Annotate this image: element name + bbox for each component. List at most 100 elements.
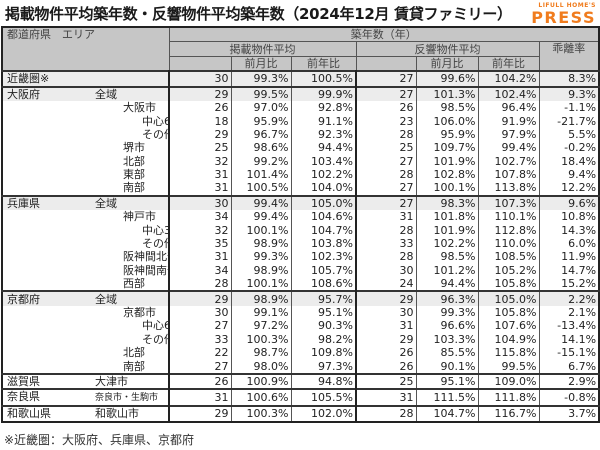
response-mom-cell: 101.2% (415, 263, 479, 278)
response-mom-cell: 95.1% (415, 372, 479, 390)
listing-mom-cell: 99.3% (230, 250, 292, 264)
area-label: その他区 (142, 127, 167, 141)
listing-age-cell: 31 (168, 167, 232, 182)
header-age-years: 築年数（年） (168, 26, 600, 43)
response-yoy-cell: 105.0% (477, 290, 540, 306)
header-response-avg: 反響物件平均 (355, 41, 540, 57)
listing-yoy-cell: 103.4% (290, 154, 357, 168)
listing-mom-cell: 100.1% (230, 277, 292, 292)
lifull-homes-press-logo: LIFULL HOME'S PRESS (531, 2, 596, 27)
response-mom-cell: 98.3% (415, 194, 479, 211)
header-response-mom: 前月比 (415, 55, 479, 72)
listing-mom-cell: 95.9% (230, 114, 292, 128)
listing-yoy-cell: 99.9% (290, 85, 357, 101)
response-age-cell: 28 (355, 250, 417, 264)
divergence-cell: 10.8% (538, 210, 600, 224)
response-mom-cell: 98.5% (415, 250, 479, 264)
listing-age-cell: 26 (168, 372, 232, 390)
listing-yoy-cell: 102.0% (290, 405, 357, 423)
response-age-cell: 26 (355, 100, 417, 115)
area-label: 東部 (123, 168, 145, 182)
response-yoy-cell: 91.9% (477, 114, 540, 128)
region-area-cell: 阪神間北部 (1, 250, 170, 264)
response-age-cell: 26 (355, 345, 417, 360)
listing-mom-cell: 98.7% (230, 345, 292, 360)
divergence-cell: -15.1% (538, 345, 600, 360)
response-mom-cell: 104.7% (415, 405, 479, 423)
listing-yoy-cell: 94.4% (290, 141, 357, 155)
region-area-cell: 京都府 全域 (1, 290, 170, 306)
header-divergence: 乖離率 (538, 41, 600, 72)
area-label: 北部 (123, 154, 145, 168)
region-area-cell: 兵庫県 全域 (1, 194, 170, 211)
region-area-cell: 奈良県 奈良市・生駒市 (1, 388, 170, 407)
pref-label: 滋賀県 (7, 374, 40, 388)
listing-yoy-cell: 105.0% (290, 194, 357, 211)
region-area-cell: 神戸市 (1, 210, 170, 224)
table-row: 東部 31 101.4% 102.2% 28 102.8% 107.8% 9.4% (1, 167, 600, 182)
table-row: 南部 31 100.5% 104.0% 27 100.1% 113.8% 12.2% (1, 181, 600, 196)
response-yoy-cell: 99.4% (477, 141, 540, 155)
response-age-cell: 28 (355, 223, 417, 237)
header-region-area: 都道府県 エリア (1, 26, 170, 72)
response-mom-cell: 99.3% (415, 305, 479, 320)
listing-mom-cell: 100.6% (230, 388, 292, 407)
area-label: 中心6区 (142, 114, 167, 128)
response-yoy-cell: 108.5% (477, 250, 540, 264)
response-yoy-cell: 104.2% (477, 70, 540, 87)
listing-age-cell: 34 (168, 210, 232, 224)
divergence-cell: 14.1% (538, 332, 600, 346)
footnote: ※近畿圏：大阪府、兵庫県、京都府 (4, 433, 195, 447)
area-label: 中心6区 (142, 319, 167, 333)
area-label: 大津市 (95, 374, 128, 388)
listing-age-cell: 28 (168, 277, 232, 292)
area-label: 大阪市 (123, 101, 156, 115)
listing-age-cell: 22 (168, 345, 232, 360)
response-yoy-cell: 110.0% (477, 236, 540, 251)
table-row: 神戸市 34 99.4% 104.6% 31 101.8% 110.1% 10.8% (1, 210, 600, 224)
region-area-cell: 京都市 (1, 305, 170, 320)
listing-age-cell: 27 (168, 359, 232, 374)
divergence-cell: -21.7% (538, 114, 600, 128)
pref-label: 京都府 (7, 292, 40, 306)
response-age-cell: 27 (355, 70, 417, 87)
listing-mom-cell: 100.5% (230, 181, 292, 196)
divergence-cell: 9.3% (538, 85, 600, 101)
listing-mom-cell: 101.4% (230, 167, 292, 182)
listing-age-cell: 30 (168, 305, 232, 320)
listing-mom-cell: 99.4% (230, 210, 292, 224)
table-row: 滋賀県 大津市 26 100.9% 94.8% 25 95.1% 109.0% 2.9% (1, 372, 600, 390)
listing-yoy-cell: 104.0% (290, 181, 357, 196)
response-age-cell: 25 (355, 372, 417, 390)
response-age-cell: 31 (355, 319, 417, 333)
response-age-cell: 27 (355, 181, 417, 196)
response-yoy-cell: 109.0% (477, 372, 540, 390)
response-yoy-cell: 107.8% (477, 167, 540, 182)
table-row: 京都府 全域 29 98.9% 95.7% 29 96.3% 105.0% 2.2% (1, 290, 600, 306)
divergence-cell: 18.4% (538, 154, 600, 168)
response-mom-cell: 85.5% (415, 345, 479, 360)
response-age-cell: 23 (355, 114, 417, 128)
region-area-cell: 阪神間南部 (1, 263, 170, 278)
response-age-cell: 30 (355, 305, 417, 320)
listing-yoy-cell: 102.3% (290, 250, 357, 264)
listing-mom-cell: 98.9% (230, 263, 292, 278)
area-label: その他区 (142, 237, 167, 251)
listing-yoy-cell: 108.6% (290, 277, 357, 292)
listing-yoy-cell: 109.8% (290, 345, 357, 360)
response-mom-cell: 95.9% (415, 127, 479, 142)
response-age-cell: 31 (355, 210, 417, 224)
listing-mom-cell: 100.3% (230, 405, 292, 423)
listing-age-cell: 30 (168, 70, 232, 87)
listing-yoy-cell: 92.3% (290, 127, 357, 142)
listing-mom-cell: 99.2% (230, 154, 292, 168)
listing-yoy-cell: 92.8% (290, 100, 357, 115)
page-title: 掲載物件平均築年数・反響物件平均築年数（2024年12月 賃貸ファミリー） (5, 5, 512, 23)
logo-big-text: PRESS (531, 8, 596, 27)
divergence-cell: 11.9% (538, 250, 600, 264)
region-area-cell: 北部 (1, 154, 170, 168)
